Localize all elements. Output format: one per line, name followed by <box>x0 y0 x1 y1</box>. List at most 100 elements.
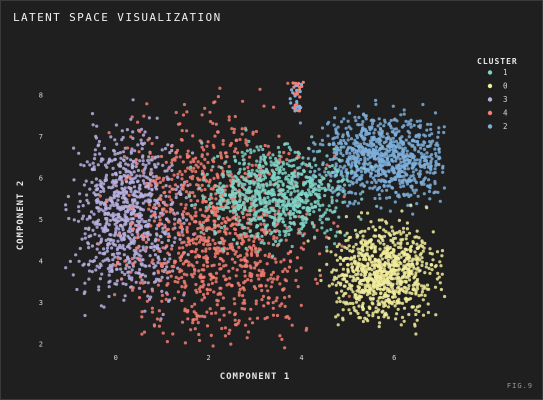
scatter-point-cluster-4 <box>245 213 249 217</box>
scatter-point-cluster-1 <box>250 171 254 175</box>
scatter-point-cluster-2 <box>404 172 408 176</box>
scatter-point-cluster-2 <box>409 154 413 159</box>
scatter-point-cluster-1 <box>268 180 272 184</box>
scatter-point-cluster-1 <box>216 188 220 192</box>
scatter-point-cluster-3 <box>141 162 145 166</box>
scatter-point-cluster-3 <box>111 166 115 170</box>
scatter-point-cluster-1 <box>244 191 249 195</box>
scatter-point-cluster-3 <box>122 237 126 241</box>
scatter-point-cluster-3 <box>146 281 150 285</box>
scatter-point-cluster-1 <box>300 222 304 226</box>
scatter-point-cluster-0 <box>392 248 396 252</box>
scatter-point-cluster-1 <box>276 185 280 189</box>
scatter-point-cluster-1 <box>314 163 318 167</box>
scatter-point-cluster-4 <box>114 263 118 268</box>
scatter-point-cluster-0 <box>331 268 336 272</box>
scatter-point-cluster-3 <box>100 185 104 189</box>
scatter-point-cluster-0 <box>427 287 431 291</box>
scatter-point-cluster-3 <box>98 179 102 183</box>
scatter-point-cluster-2 <box>356 104 360 108</box>
scatter-point-cluster-3 <box>107 273 111 277</box>
scatter-point-cluster-3 <box>118 191 122 195</box>
scatter-point-cluster-3 <box>121 135 125 140</box>
scatter-point-cluster-4 <box>227 115 231 119</box>
scatter-point-cluster-4 <box>268 228 272 232</box>
scatter-point-cluster-4 <box>186 149 190 153</box>
scatter-point-cluster-1 <box>305 179 310 183</box>
scatter-point-cluster-1 <box>272 173 276 177</box>
scatter-point-cluster-4 <box>230 247 234 251</box>
scatter-point-cluster-4 <box>214 276 218 280</box>
scatter-point-cluster-4 <box>284 238 288 242</box>
scatter-point-cluster-3 <box>130 268 134 272</box>
scatter-point-cluster-3 <box>90 244 94 248</box>
scatter-point-cluster-4 <box>160 269 164 273</box>
scatter-point-cluster-4 <box>180 177 184 181</box>
scatter-point-cluster-0 <box>363 242 367 246</box>
scatter-point-cluster-4 <box>162 176 166 180</box>
scatter-point-cluster-1 <box>298 202 302 206</box>
scatter-point-cluster-0 <box>384 230 388 234</box>
scatter-point-cluster-2 <box>423 165 427 170</box>
scatter-point-cluster-4 <box>170 177 174 181</box>
data-point-cluster-0 <box>429 263 434 267</box>
scatter-point-cluster-4 <box>161 185 165 189</box>
scatter-point-cluster-3 <box>120 196 124 200</box>
scatter-point-cluster-4 <box>287 152 291 156</box>
scatter-point-cluster-1 <box>307 146 311 150</box>
scatter-point-cluster-4 <box>290 323 294 327</box>
scatter-point-cluster-4 <box>203 214 207 218</box>
scatter-point-cluster-1 <box>216 191 220 195</box>
scatter-point-cluster-2 <box>382 124 386 128</box>
scatter-point-cluster-0 <box>393 304 397 308</box>
scatter-point-cluster-4 <box>165 340 169 344</box>
scatter-point-cluster-2 <box>355 180 359 184</box>
scatter-point-cluster-1 <box>287 145 291 149</box>
scatter-point-cluster-4 <box>215 214 219 218</box>
scatter-point-cluster-4 <box>129 270 133 274</box>
scatter-point-cluster-4 <box>202 148 206 152</box>
scatter-point-cluster-4 <box>218 256 222 261</box>
scatter-point-cluster-0 <box>371 293 375 297</box>
scatter-point-cluster-3 <box>130 180 134 184</box>
scatter-point-cluster-2 <box>400 125 405 129</box>
scatter-point-cluster-0 <box>438 260 442 264</box>
scatter-point-cluster-0 <box>365 283 370 287</box>
scatter-point-cluster-3 <box>149 295 153 299</box>
scatter-point-cluster-0 <box>383 286 387 290</box>
scatter-point-cluster-4 <box>138 259 142 263</box>
scatter-point-cluster-0 <box>354 242 358 246</box>
scatter-point-cluster-4 <box>183 341 187 345</box>
scatter-point-cluster-1 <box>289 148 293 152</box>
scatter-point-cluster-4 <box>180 298 184 303</box>
scatter-point-cluster-4 <box>342 195 346 199</box>
scatter-point-cluster-3 <box>186 253 190 257</box>
scatter-point-cluster-3 <box>139 213 144 217</box>
scatter-point-cluster-0 <box>418 268 422 273</box>
scatter-point-cluster-1 <box>287 225 292 229</box>
scatter-point-cluster-4 <box>174 275 178 279</box>
scatter-point-cluster-2 <box>355 152 360 156</box>
data-point-cluster-1 <box>262 209 267 213</box>
scatter-point-cluster-4 <box>178 268 182 272</box>
scatter-point-cluster-3 <box>101 259 105 263</box>
scatter-point-cluster-0 <box>428 247 432 251</box>
scatter-point-cluster-2 <box>402 174 406 178</box>
scatter-point-cluster-4 <box>165 283 169 287</box>
data-point-cluster-2 <box>411 138 415 143</box>
scatter-point-cluster-3 <box>113 152 117 156</box>
scatter-point-cluster-2 <box>362 184 366 188</box>
scatter-point-cluster-2 <box>329 174 333 178</box>
scatter-point-cluster-2 <box>392 140 396 144</box>
scatter-point-cluster-4 <box>125 263 129 267</box>
scatter-point-cluster-2 <box>404 193 408 197</box>
scatter-point-cluster-4 <box>224 151 228 155</box>
scatter-point-cluster-4 <box>287 265 291 269</box>
scatter-point-cluster-3 <box>94 268 98 272</box>
scatter-point-cluster-4 <box>271 306 275 310</box>
scatter-point-cluster-3 <box>84 179 88 183</box>
scatter-point-cluster-4 <box>130 288 135 292</box>
scatter-point-cluster-0 <box>344 300 348 304</box>
scatter-point-cluster-2 <box>374 180 378 185</box>
